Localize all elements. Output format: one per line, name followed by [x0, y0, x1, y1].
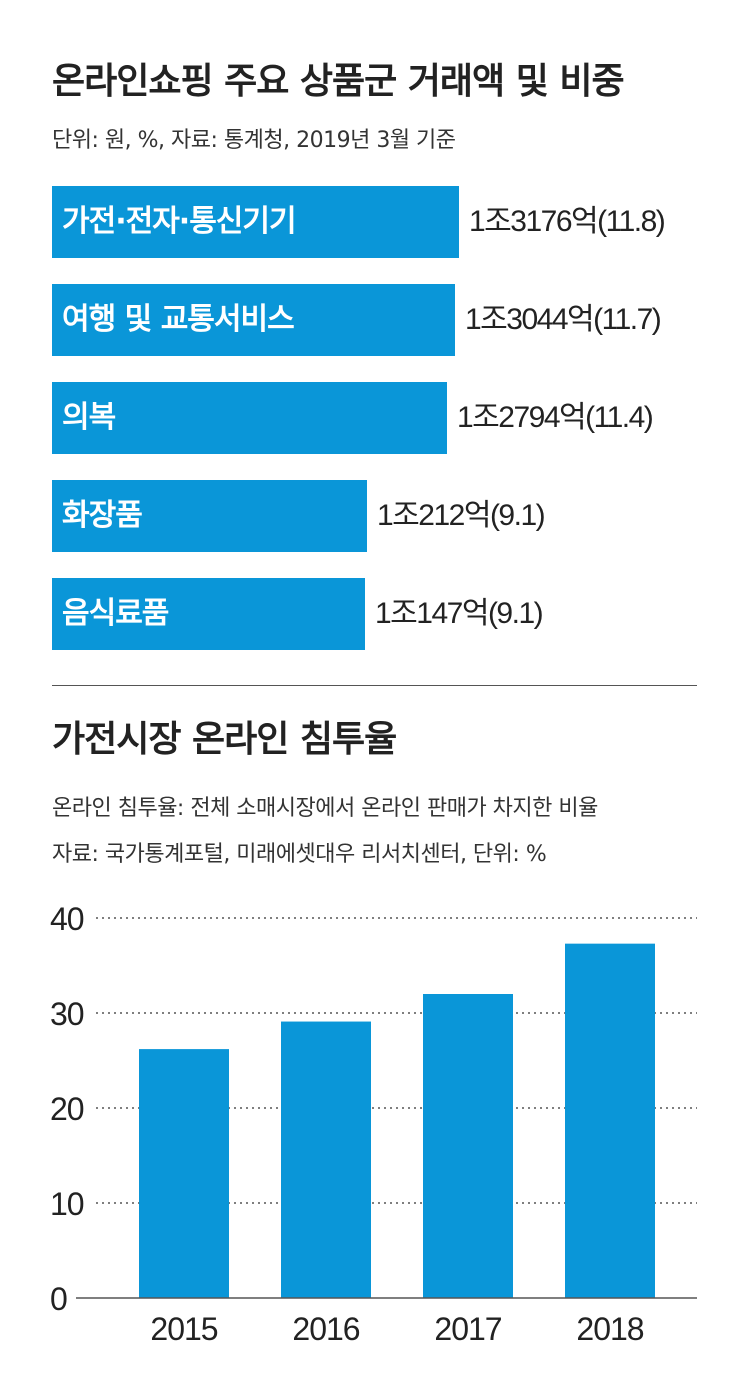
vbar [565, 943, 655, 1298]
hbar [52, 186, 459, 258]
hbar-value-label: 1조3176억(11.8) [469, 205, 666, 238]
hbar-row: 가전·전자·통신기기 1조3176억(11.8) [52, 186, 732, 258]
y-tick-label: 30 [50, 996, 84, 1032]
x-tick-label: 2015 [150, 1311, 217, 1347]
chart2-subtitle-definition: 온라인 침투율: 전체 소매시장에서 온라인 판매가 차지한 비율 [52, 796, 598, 821]
y-tick-label: 10 [50, 1186, 84, 1222]
hbar [52, 578, 365, 650]
chart2-title: 가전시장 온라인 침투율 [52, 719, 397, 760]
y-tick-label: 40 [50, 901, 84, 937]
hbar-category-label: 음식료품 [62, 596, 169, 631]
chart1-title: 온라인쇼핑 주요 상품군 거래액 및 비중 [52, 61, 625, 102]
x-tick-label: 2018 [576, 1311, 643, 1347]
hbar-value-label: 1조147억(9.1) [375, 597, 544, 630]
y-tick-label: 20 [50, 1091, 84, 1127]
hbar [52, 284, 455, 356]
chart1-subtitle: 단위: 원, %, 자료: 통계청, 2019년 3월 기준 [52, 128, 456, 153]
hbar-value-label: 1조212억(9.1) [377, 499, 546, 532]
chart2-subtitle-source: 자료: 국가통계포털, 미래에셋대우 리서치센터, 단위: % [52, 842, 547, 867]
hbar-row: 화장품 1조212억(9.1) [52, 480, 732, 552]
y-tick-label: 0 [50, 1281, 67, 1317]
section-divider [52, 685, 697, 686]
hbar-category-label: 가전·전자·통신기기 [62, 204, 297, 239]
vbar [423, 994, 513, 1298]
hbar-row: 의복 1조2794억(11.4) [52, 382, 732, 454]
hbar-row: 여행 및 교통서비스 1조3044억(11.7) [52, 284, 732, 356]
hbar [52, 480, 367, 552]
vertical-bar-chart: 0 10 20 30 40 2015 2016 2017 2018 [50, 901, 697, 1347]
hbar-row: 음식료품 1조147억(9.1) [52, 578, 732, 650]
hbar [52, 382, 447, 454]
vbar [281, 1021, 371, 1298]
hbar-value-label: 1조2794억(11.4) [457, 401, 654, 434]
x-tick-label: 2017 [434, 1311, 501, 1347]
hbar-value-label: 1조3044억(11.7) [465, 303, 662, 336]
hbar-category-label: 여행 및 교통서비스 [62, 302, 295, 337]
hbar-category-label: 화장품 [62, 498, 143, 533]
x-tick-label: 2016 [292, 1311, 359, 1347]
hbar-category-label: 의복 [62, 400, 116, 435]
vbar [139, 1049, 229, 1298]
